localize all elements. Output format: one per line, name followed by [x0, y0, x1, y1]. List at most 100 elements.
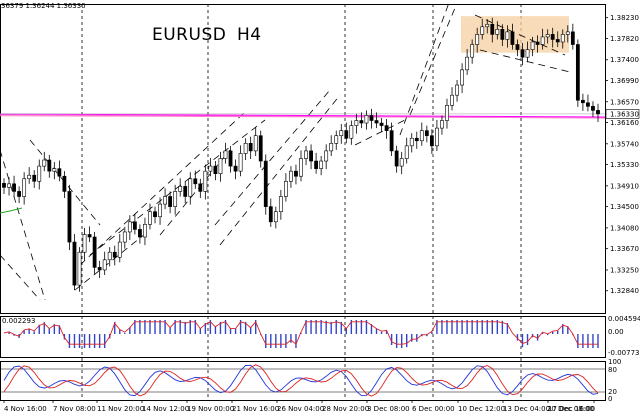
- candle-body-14: [72, 241, 77, 286]
- candle-body-82: [414, 137, 419, 142]
- candle-body-26: [132, 221, 137, 230]
- channel-line-11: [474, 14, 566, 56]
- candle-body-53: [268, 206, 273, 223]
- candle-body-37: [188, 178, 193, 197]
- macd-right-label-2: -0.007732: [608, 349, 640, 357]
- candle-body-27: [138, 229, 142, 238]
- candle-body-33: [168, 196, 173, 207]
- candle-body-103: [520, 49, 525, 58]
- macd-right-label-1: 0.00: [608, 328, 624, 336]
- y-tick-label-12: 1.33250: [610, 266, 639, 274]
- candle-body-49: [248, 143, 253, 152]
- y-tick-label-8: 1.34910: [610, 182, 639, 190]
- candle-body-40: [203, 170, 208, 192]
- x-tick-label-12: 17 Dec 16:00: [548, 405, 595, 413]
- candle-body-48: [243, 143, 248, 154]
- candle-body-39: [198, 183, 203, 192]
- x-tick-label-8: 3 Dec 08:00: [367, 405, 410, 413]
- candle-body-5: [27, 174, 32, 180]
- candle-body-35: [178, 186, 183, 192]
- candle-body-113: [570, 31, 575, 45]
- candle-body-51: [258, 135, 263, 162]
- channel-line-2: [29, 139, 101, 226]
- candle-body-99: [500, 29, 505, 40]
- candle-body-12: [62, 175, 67, 192]
- y-tick-label-7: 1.35330: [610, 161, 639, 169]
- candle-body-81: [409, 137, 414, 147]
- candle-body-3: [17, 191, 22, 197]
- candle-body-95: [480, 26, 485, 35]
- candle-body-68: [344, 130, 349, 139]
- candle-body-112: [565, 31, 570, 35]
- candle-body-117: [591, 106, 595, 111]
- candle-body-106: [535, 41, 540, 45]
- pink-trend-line: [0, 113, 606, 118]
- candle-body-73: [369, 115, 374, 121]
- candle-body-114: [575, 44, 580, 101]
- channel-line-10: [409, 7, 456, 116]
- candle-body-67: [339, 130, 344, 137]
- channel-line-6: [159, 149, 231, 236]
- candle-body-1: [7, 183, 11, 188]
- candle-body-50: [253, 135, 258, 152]
- green-ma-line: [0, 207, 23, 214]
- candle-body-24: [122, 231, 127, 243]
- candle-body-36: [183, 186, 188, 197]
- channel-line-12: [479, 49, 571, 73]
- candle-body-94: [475, 34, 480, 45]
- candle-body-91: [460, 69, 464, 86]
- candle-body-104: [525, 49, 530, 58]
- candle-body-86: [435, 127, 439, 147]
- candle-body-41: [208, 165, 213, 172]
- chart-title: EURUSD: [152, 25, 226, 45]
- candle-body-71: [359, 120, 364, 124]
- stoch-right-label-1: 80: [608, 366, 617, 374]
- candle-body-59: [299, 158, 303, 177]
- y-tick-label-3: 1.36990: [610, 77, 639, 85]
- candle-body-47: [238, 153, 243, 172]
- candle-body-11: [57, 168, 62, 177]
- candle-body-21: [107, 251, 112, 261]
- stoch-k-line: [3, 364, 599, 397]
- macd-top-label: 0.002293: [2, 317, 35, 325]
- candle-body-77: [389, 130, 394, 152]
- candle-body-66: [334, 135, 339, 144]
- y-tick-label-9: 1.34500: [610, 203, 639, 211]
- channel-line-3: [74, 229, 151, 291]
- candle-body-107: [540, 36, 545, 45]
- y-tick-label-5: 1.36160: [610, 119, 639, 127]
- y-tick-label-2: 1.37400: [610, 56, 639, 64]
- candle-body-108: [545, 34, 550, 38]
- x-tick-label-4: 19 Nov 00:00: [187, 405, 234, 413]
- candle-body-54: [273, 211, 278, 223]
- candle-body-105: [530, 41, 535, 50]
- channel-line-13: [354, 119, 406, 146]
- candle-body-65: [329, 143, 334, 152]
- candle-body-102: [515, 44, 520, 50]
- candle-body-46: [233, 165, 238, 172]
- x-tick-label-2: 11 Nov 20:00: [97, 405, 144, 413]
- candle-body-63: [319, 160, 324, 169]
- channel-line-1: [0, 254, 41, 301]
- candle-body-8: [42, 159, 47, 167]
- candle-body-44: [223, 150, 228, 159]
- candle-body-116: [586, 102, 590, 107]
- candle-body-9: [47, 159, 52, 172]
- candle-body-17: [87, 234, 92, 238]
- candle-body-13: [67, 191, 72, 243]
- channel-line-9: [399, 0, 451, 136]
- candle-body-74: [374, 120, 379, 124]
- candle-body-80: [404, 145, 409, 159]
- candle-body-42: [213, 165, 218, 174]
- candle-body-57: [289, 170, 293, 182]
- x-tick-label-11: 13 Dec 04:00: [503, 405, 550, 413]
- candle-body-38: [193, 178, 198, 185]
- channel-line-7: [219, 94, 341, 246]
- y-tick-label-0: 1.38230: [610, 14, 639, 22]
- candle-body-56: [283, 180, 288, 197]
- y-tick-label-10: 1.34080: [610, 224, 639, 232]
- macd-signal-line: [3, 320, 598, 345]
- candle-body-34: [173, 191, 178, 207]
- candle-body-45: [228, 150, 233, 167]
